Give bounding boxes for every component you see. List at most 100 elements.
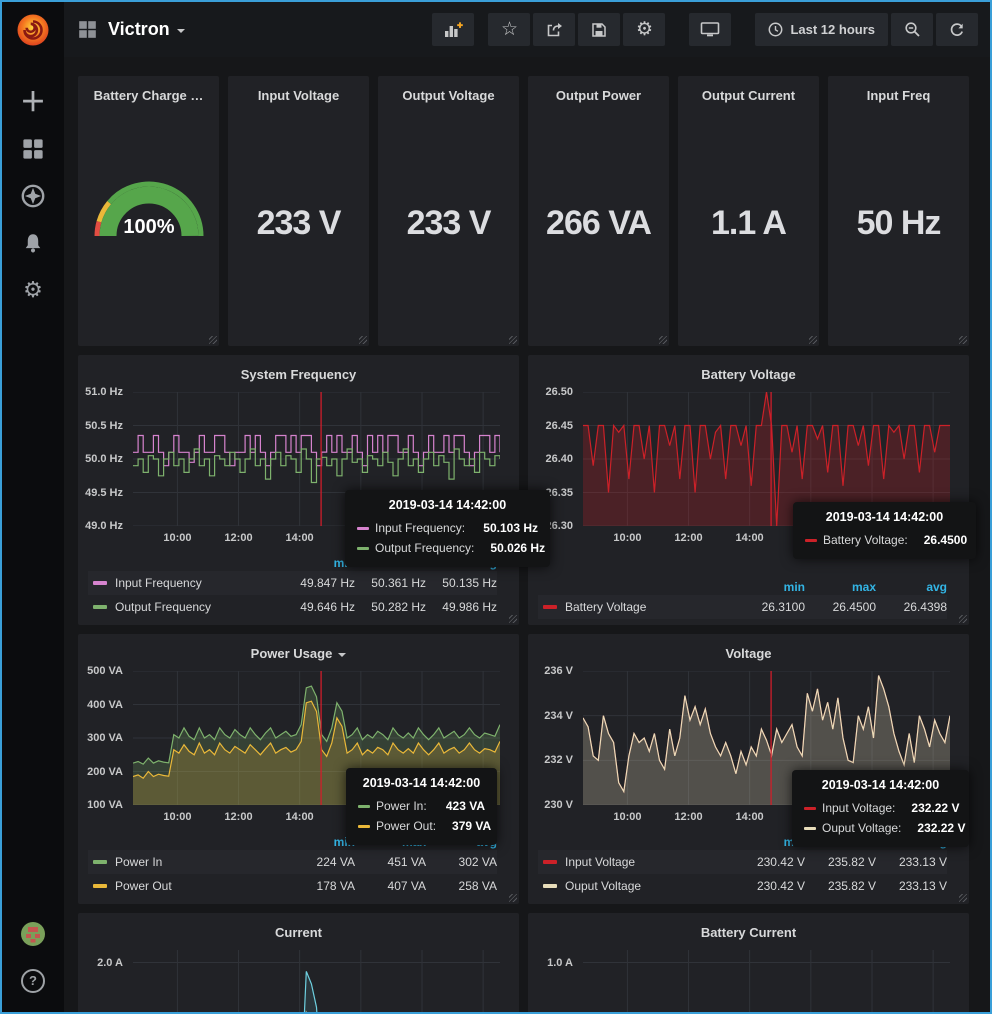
- legend-row: Output Frequency 49.646 Hz 50.282 Hz 49.986…: [88, 595, 497, 619]
- x-axis-labels: 10:00 12:00 14:00 16:00 18:00 20:00: [163, 811, 498, 823]
- x-axis-labels: 10:00 12:00 14:00 16:00 18:00 20:00: [613, 532, 948, 544]
- panel-resize-handle[interactable]: [959, 336, 967, 344]
- x-axis-labels: 10:00 12:00 14:00 16:00 18:00 20:00: [613, 811, 948, 823]
- panel-resize-handle[interactable]: [509, 336, 517, 344]
- legend-value: 235.82 V: [827, 879, 876, 893]
- series-label[interactable]: Power Out: [115, 879, 172, 893]
- sidebar-item-configuration[interactable]: ⚙: [2, 266, 64, 313]
- sidebar-item-dashboards[interactable]: [2, 125, 64, 172]
- legend-col-header: max: [851, 835, 876, 849]
- stat-panel: Input Voltage 233 V: [228, 76, 369, 346]
- panel-resize-handle[interactable]: [359, 336, 367, 344]
- panel-title[interactable]: Voltage: [528, 634, 969, 662]
- dashboard-picker[interactable]: Victron: [78, 19, 185, 40]
- panel-title[interactable]: Output Current: [701, 87, 796, 103]
- legend-value: 26.4398: [903, 600, 947, 614]
- y-axis-labels: 26.50 26.45 26.40 26.35 26.30: [545, 386, 573, 532]
- y-axis-labels: 500 VA 400 VA 300 VA 200 VA 100 VA: [87, 665, 123, 811]
- sidebar-item-explore[interactable]: [2, 172, 64, 219]
- panel-title[interactable]: System Frequency: [78, 355, 519, 383]
- stat-value: 233 V: [256, 204, 342, 242]
- stat-panels-row: Battery Charge … 100% Input Voltage 233 …: [78, 76, 976, 346]
- chart-plot-area[interactable]: 1.0 A0.5 A 10:0012:0014:0016:0018:0020:0…: [528, 941, 969, 1012]
- panel-title[interactable]: Output Power: [555, 87, 642, 103]
- refresh-button[interactable]: [936, 13, 978, 46]
- add-panel-button[interactable]: [432, 13, 475, 46]
- share-button[interactable]: [533, 13, 576, 46]
- legend-value: 235.82 V: [827, 855, 876, 869]
- panel-resize-handle[interactable]: [809, 336, 817, 344]
- panel-resize-handle[interactable]: [959, 615, 967, 623]
- legend-value: 26.3100: [761, 600, 805, 614]
- panel-resize-handle[interactable]: [209, 336, 217, 344]
- series-color-dash: [543, 860, 557, 864]
- panel-title[interactable]: Power Usage: [78, 634, 519, 662]
- panel-title[interactable]: Battery Charge …: [93, 87, 204, 103]
- y-axis-labels: 51.0 Hz 50.5 Hz 50.0 Hz 49.5 Hz 49.0 Hz: [85, 386, 123, 532]
- legend-col-header: min: [333, 556, 355, 570]
- chart-legend: min max avg Input Voltage 230.42 V 235.82 V 2…: [538, 834, 947, 898]
- time-range-button[interactable]: Last 12 hours: [755, 13, 888, 46]
- magnifier-minus-icon: [904, 22, 920, 37]
- tv-mode-button[interactable]: [689, 13, 732, 46]
- panel-title[interactable]: Battery Voltage: [528, 355, 969, 383]
- legend-value: 49.986 Hz: [442, 600, 497, 614]
- legend-col-header: avg: [926, 835, 947, 849]
- panel-title-text: Battery Current: [700, 924, 797, 940]
- chart-plot-area[interactable]: 51.0 Hz 50.5 Hz 50.0 Hz 49.5 Hz 49.0 Hz 10:0…: [78, 383, 519, 548]
- panel-title[interactable]: Current: [78, 913, 519, 941]
- save-button[interactable]: [578, 13, 621, 46]
- sidebar-item-alerting[interactable]: [2, 219, 64, 266]
- grid-icon: [79, 21, 96, 38]
- chart-plot-area[interactable]: 236 V 234 V 232 V 230 V 10:00 12:00 14:00 16:0…: [528, 662, 969, 827]
- grafana-logo[interactable]: [14, 11, 52, 54]
- panel-title[interactable]: Input Voltage: [257, 87, 340, 103]
- legend-col-header: avg: [476, 835, 497, 849]
- settings-button[interactable]: ⚙: [623, 13, 666, 46]
- sidebar-item-add[interactable]: ＋: [2, 78, 64, 125]
- plot-svg-container: [583, 950, 950, 1012]
- dashboards-grid-icon: [23, 138, 43, 159]
- plot-svg-container: [132, 670, 501, 810]
- legend-value: 50.282 Hz: [371, 600, 426, 614]
- panel-resize-handle[interactable]: [659, 336, 667, 344]
- help-icon: ?: [21, 968, 45, 993]
- panel-title[interactable]: Input Freq: [866, 87, 931, 103]
- legend-value: 451 VA: [387, 855, 426, 869]
- legend-value: 258 VA: [458, 879, 497, 893]
- chart-plot-area[interactable]: 2.0 A1.5 A 10:0012:0014:0016:0018:0020:0…: [78, 941, 519, 1012]
- chart-plot-area[interactable]: 500 VA 400 VA 300 VA 200 VA 100 VA 10:00 12:0…: [78, 662, 519, 827]
- gauge: 100%: [78, 166, 219, 244]
- chart-panel: Power Usage 500 VA 400 VA 300 VA 200 VA 100 …: [78, 634, 519, 904]
- panel-title-text: Current: [275, 924, 322, 940]
- legend-col-header: max: [851, 580, 876, 594]
- zoom-out-button[interactable]: [891, 13, 933, 46]
- main-area: Victron ☆ ⚙ Las: [64, 2, 990, 1012]
- legend-value: 230.42 V: [756, 855, 805, 869]
- series-label[interactable]: Input Voltage: [565, 855, 636, 869]
- legend-col-header: avg: [926, 580, 947, 594]
- dashboard-title: Victron: [108, 19, 170, 39]
- panel-title[interactable]: Output Voltage: [402, 87, 495, 103]
- sidebar: ＋ ⚙ ?: [2, 2, 64, 1012]
- panel-resize-handle[interactable]: [509, 894, 517, 902]
- legend-header: min max avg: [88, 834, 497, 850]
- series-label[interactable]: Input Frequency: [115, 576, 202, 590]
- sidebar-item-help[interactable]: ?: [2, 957, 64, 1004]
- series-label[interactable]: Battery Voltage: [565, 600, 647, 614]
- series-label[interactable]: Power In: [115, 855, 163, 869]
- panel-title[interactable]: Battery Current: [528, 913, 969, 941]
- chart-plot-area[interactable]: 26.50 26.45 26.40 26.35 26.30 10:00 12:00 14:0…: [528, 383, 969, 548]
- legend-col-header: max: [401, 835, 426, 849]
- chart-panel: Battery Current 1.0 A0.5 A 10:0012:0014:…: [528, 913, 969, 1012]
- star-icon: ☆: [500, 19, 518, 40]
- series-color-dash: [93, 605, 107, 609]
- panel-resize-handle[interactable]: [959, 894, 967, 902]
- sidebar-user-avatar[interactable]: [2, 910, 64, 957]
- star-button[interactable]: ☆: [488, 13, 531, 46]
- y-axis-labels: 236 V 234 V 232 V 230 V: [544, 665, 573, 811]
- series-label[interactable]: Output Frequency: [115, 600, 212, 614]
- series-label[interactable]: Ouput Voltage: [565, 879, 642, 893]
- panel-resize-handle[interactable]: [509, 615, 517, 623]
